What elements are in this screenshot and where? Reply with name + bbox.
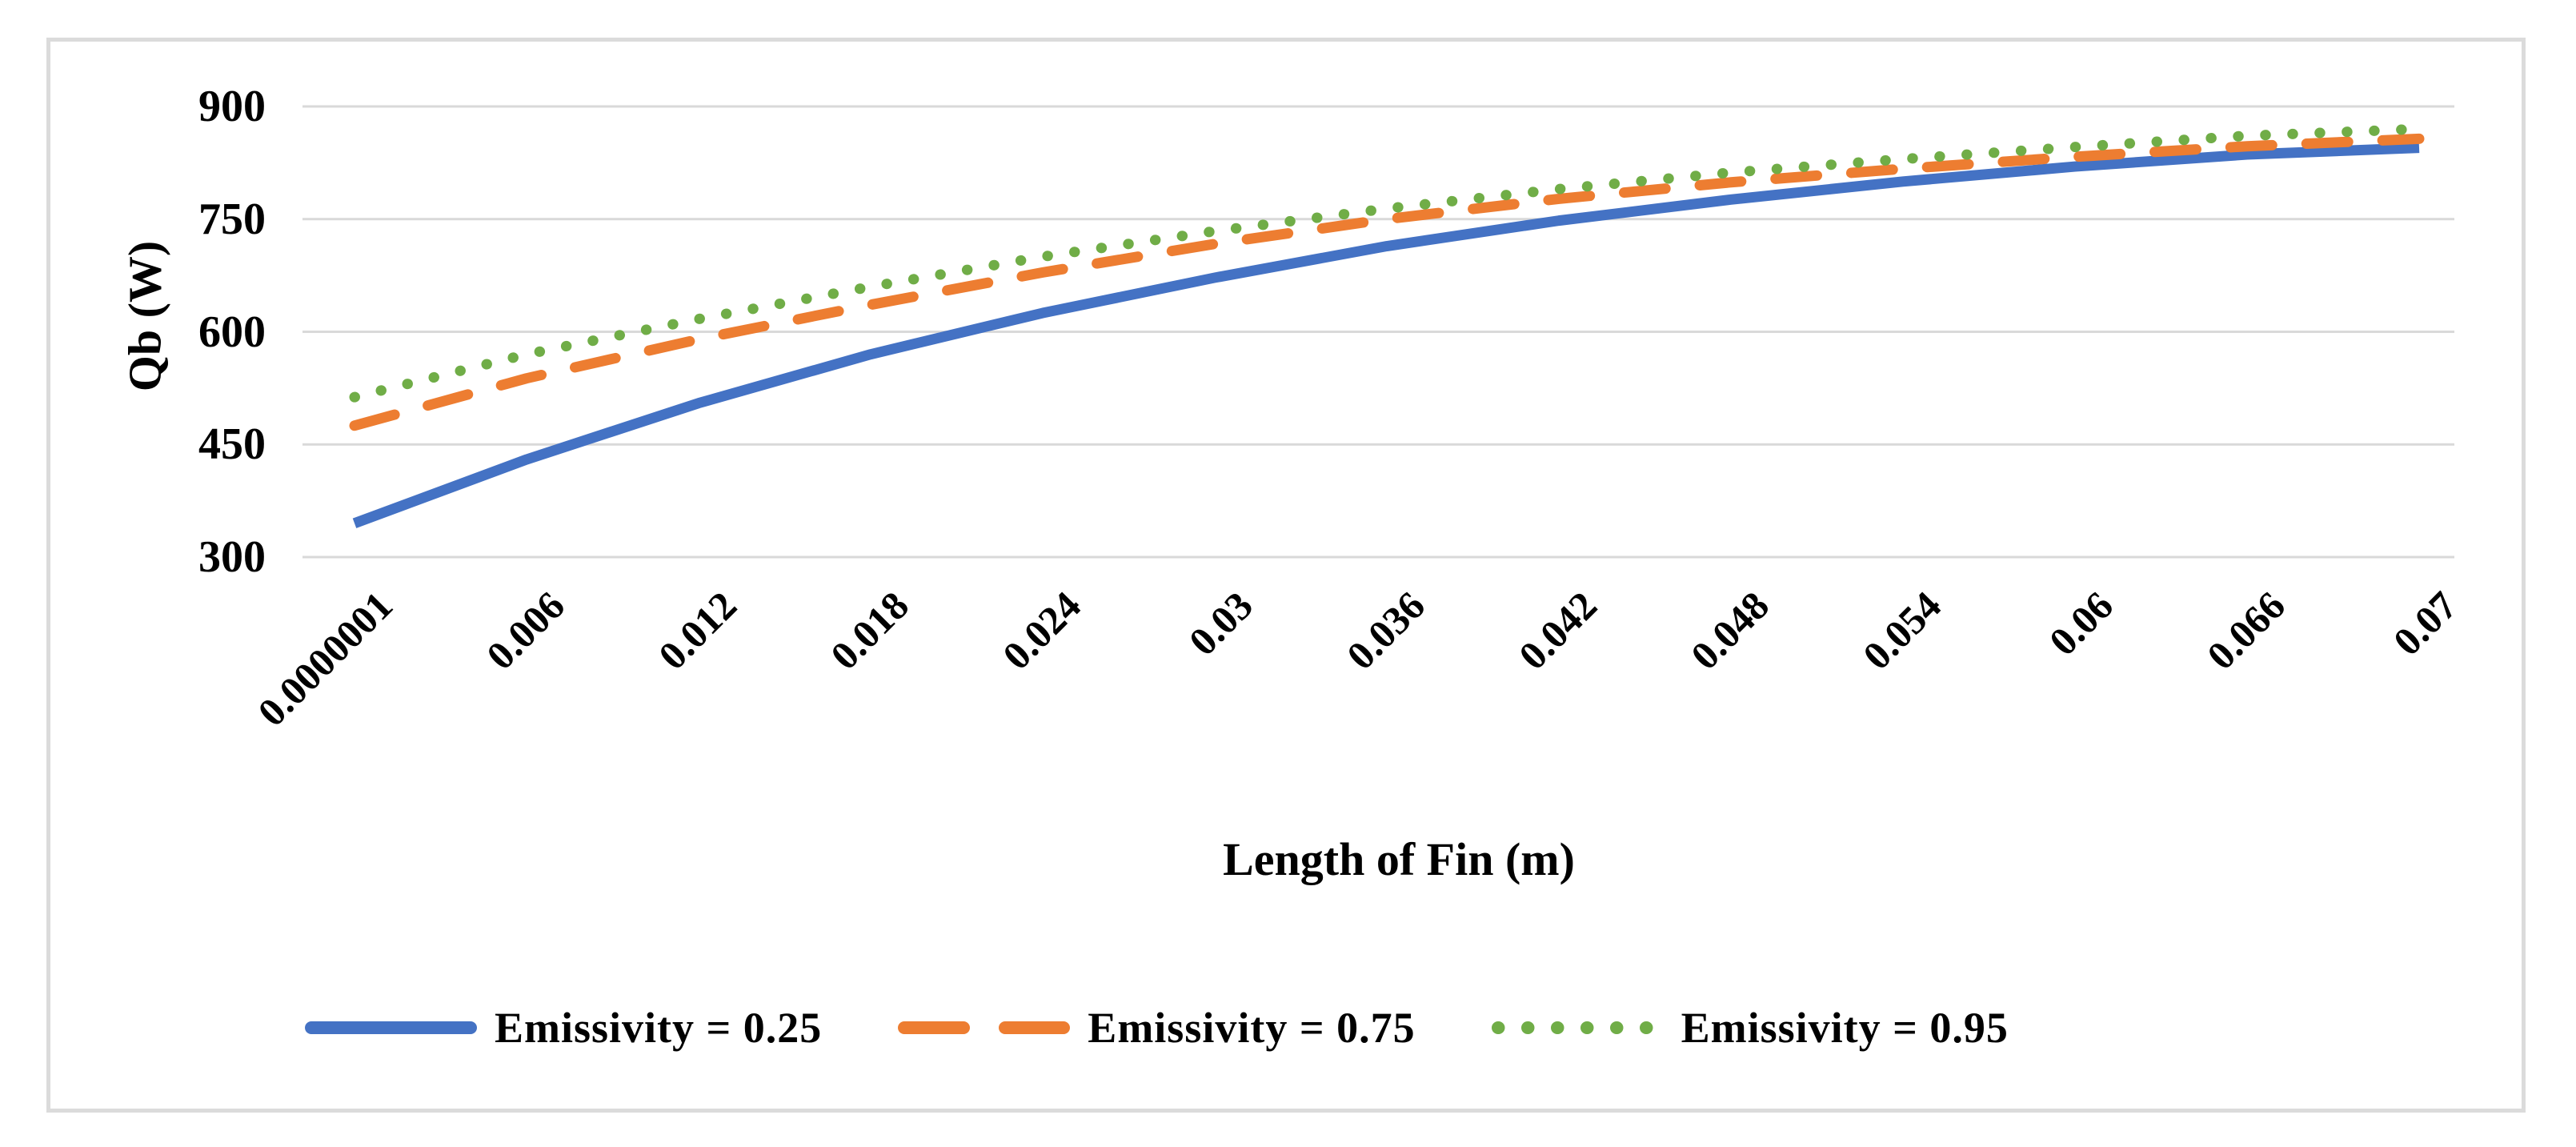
y-tick-label-600: 600 bbox=[198, 307, 266, 357]
legend-sample-solid-line bbox=[305, 1021, 477, 1034]
y-tick-label-450: 450 bbox=[198, 419, 266, 470]
legend-sample-dotted-line bbox=[1491, 1021, 1664, 1034]
series-line-emissivity-0-75 bbox=[349, 133, 2425, 431]
series-line-emissivity-0-95 bbox=[349, 123, 2425, 403]
chart-frame bbox=[46, 38, 2526, 1113]
legend-label-emissivity-0-95: Emissivity = 0.95 bbox=[1681, 1004, 2009, 1052]
y-axis-title: Qb (W) bbox=[118, 240, 171, 392]
legend-sample-dashed-line bbox=[898, 1021, 1071, 1034]
y-tick-label-750: 750 bbox=[198, 194, 266, 244]
series-line-emissivity-0-25 bbox=[352, 142, 2420, 528]
y-tick-label-900: 900 bbox=[198, 82, 266, 131]
y-tick-label-300: 300 bbox=[198, 532, 266, 582]
x-axis-title: Length of Fin (m) bbox=[1223, 833, 1575, 885]
legend-item-emissivity-0-25: Emissivity = 0.25 bbox=[305, 997, 822, 1058]
legend-label-emissivity-0-75: Emissivity = 0.75 bbox=[1088, 1004, 1416, 1052]
legend-label-emissivity-0-25: Emissivity = 0.25 bbox=[495, 1004, 823, 1052]
legend-item-emissivity-0-95: Emissivity = 0.95 bbox=[1491, 997, 2009, 1058]
legend-item-emissivity-0-75: Emissivity = 0.75 bbox=[898, 997, 1415, 1058]
chart-legend: Emissivity = 0.25 Emissivity = 0.75 Emissi… bbox=[305, 997, 2009, 1058]
